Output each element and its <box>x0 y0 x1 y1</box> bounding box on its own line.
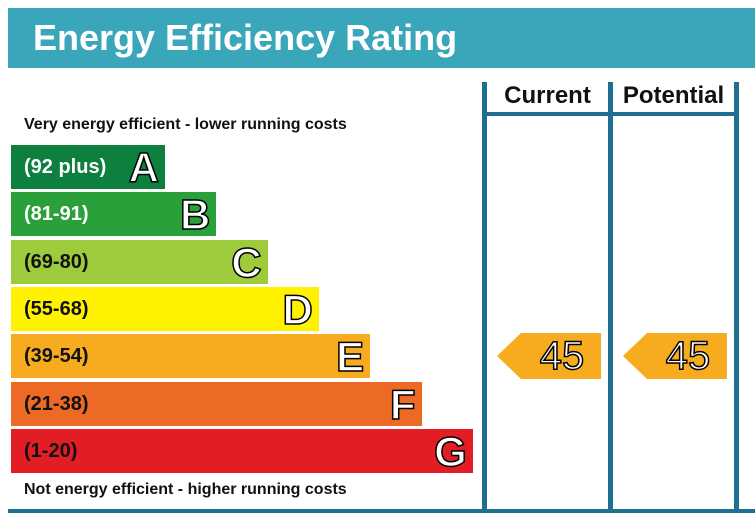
arrow-value: 45 <box>539 333 585 379</box>
bottom-note: Not energy efficient - higher running co… <box>24 481 347 498</box>
column-header-potential: Potential <box>622 82 725 109</box>
band-letter: D <box>282 285 314 334</box>
band-range-label: (69-80) <box>24 250 89 273</box>
frame-line-left <box>482 82 487 513</box>
frame-line-middle <box>608 82 613 513</box>
band-letter: A <box>128 144 160 192</box>
band-letter: G <box>433 427 467 476</box>
band-range-label: (92 plus) <box>24 156 107 178</box>
band-range-label: (1-20) <box>24 439 78 462</box>
band-letter: B <box>179 191 211 239</box>
arrow-value: 45 <box>665 333 711 379</box>
band-letter: E <box>335 333 365 381</box>
band-range-label: (55-68) <box>24 297 89 320</box>
bottom-border-line <box>8 509 755 513</box>
band-e: (39-54) E <box>11 333 371 381</box>
frame-line-right <box>734 82 739 513</box>
band-g: (1-20) G <box>11 427 473 476</box>
band-f: (21-38) F <box>11 380 422 428</box>
band-d: (55-68) D <box>11 285 319 334</box>
top-note: Very energy efficient - lower running co… <box>24 116 347 133</box>
column-header-current: Current <box>504 82 591 109</box>
arrow-potential: 45 <box>623 333 727 380</box>
band-a: (92 plus) A <box>11 144 165 192</box>
band-range-label: (21-38) <box>24 392 89 415</box>
header-divider-line <box>482 112 739 116</box>
band-range-label: (39-54) <box>24 345 89 368</box>
band-range-label: (81-91) <box>24 203 89 226</box>
chart-title: Energy Efficiency Rating <box>33 17 458 58</box>
header-bar: Energy Efficiency Rating <box>8 8 755 68</box>
band-c: (69-80) C <box>11 238 268 286</box>
band-letter: C <box>230 238 262 286</box>
band-letter: F <box>389 380 416 428</box>
arrow-current: 45 <box>497 333 601 380</box>
band-b: (81-91) B <box>11 191 217 239</box>
